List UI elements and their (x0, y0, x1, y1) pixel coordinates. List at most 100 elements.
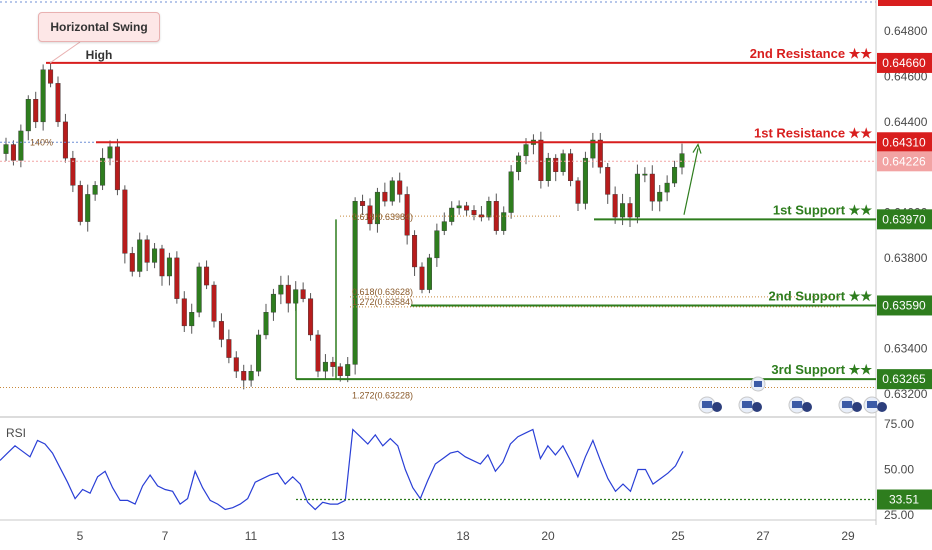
price-axis-tick: 0.64800 (884, 24, 928, 38)
candle (434, 223, 440, 267)
candle-body (590, 139, 596, 159)
candle-body (241, 371, 247, 381)
candle-body (293, 289, 299, 304)
price-tag-label: 0.63590 (882, 298, 926, 312)
swing-high-callout: Horizontal Swing High (38, 12, 160, 62)
event-flag-icon (752, 402, 762, 412)
candle-body (501, 212, 507, 231)
candle-body (464, 205, 470, 211)
candle-body (322, 361, 328, 372)
rsi-axis-tick: 75.00 (884, 417, 914, 431)
price-axis-tick: 0.63800 (884, 251, 928, 265)
candle (486, 196, 492, 221)
candle-body (152, 248, 158, 263)
candle-body (40, 69, 46, 123)
candle (92, 181, 98, 201)
candle (404, 186, 410, 245)
event-flag-icon (877, 402, 887, 412)
price-tag (877, 369, 932, 390)
event-flag-icon (702, 401, 712, 408)
rsi-line (0, 428, 684, 511)
event-flag-icon (852, 402, 862, 412)
candle-body (620, 203, 626, 218)
event-flag-icon (754, 381, 762, 387)
candle-body (672, 166, 678, 184)
candle (464, 201, 470, 217)
candle-body (270, 293, 276, 313)
candle (263, 303, 269, 340)
candle (129, 246, 135, 277)
candle-body (166, 257, 172, 277)
candle-body (263, 312, 269, 336)
candle-body (545, 157, 551, 181)
candle-body (55, 83, 61, 123)
candle-body (196, 266, 202, 313)
candle (516, 152, 522, 181)
candle-body (233, 357, 239, 372)
price-axis-tick: 0.64400 (884, 115, 928, 129)
candle (672, 160, 678, 187)
candle (627, 196, 633, 228)
candle-body (523, 144, 529, 157)
candle-body (337, 366, 343, 376)
candle (211, 281, 217, 328)
candle-body (114, 146, 120, 191)
candle-body (25, 98, 31, 132)
fib-label: 0.618(0.63984) (352, 212, 413, 222)
candle (308, 293, 314, 341)
candle (330, 356, 336, 377)
candle-body (345, 364, 351, 376)
candle (649, 165, 655, 211)
event-flag-icon (698, 396, 722, 414)
candle (226, 329, 232, 364)
callout-pointer (49, 41, 81, 64)
candle (248, 364, 254, 387)
candle-body (367, 205, 373, 225)
candle-body (449, 207, 455, 222)
candle-body (508, 171, 514, 213)
candle-body (352, 200, 358, 365)
time-axis-tick: 5 (77, 529, 84, 543)
candle (568, 148, 574, 187)
candle-body (597, 139, 603, 168)
candle-body (412, 234, 418, 268)
candle (553, 154, 559, 182)
candle (441, 212, 447, 236)
event-flag-icon (742, 401, 752, 408)
candle-body (434, 230, 440, 259)
price-tag-label: 0.63265 (882, 372, 926, 386)
candle (25, 95, 31, 141)
candle-body (664, 182, 670, 193)
candle-body (419, 266, 425, 290)
candle-body (315, 334, 321, 372)
candle (419, 262, 425, 294)
candle-body (456, 205, 462, 209)
candle-body (122, 189, 128, 254)
candle-body (308, 298, 314, 336)
candle (397, 172, 403, 203)
candle (449, 201, 455, 226)
candle-body (330, 361, 336, 367)
candle-body (100, 157, 106, 186)
candle (590, 132, 596, 168)
candle-body (657, 191, 663, 202)
candle-body (181, 298, 187, 327)
candle-body (10, 144, 16, 161)
level-label: 2nd Support ★★ (769, 288, 873, 303)
candle-body (137, 239, 143, 272)
fib-label: 0.618(0.63628) (352, 287, 413, 297)
candle-body (189, 312, 195, 327)
candle (664, 175, 670, 202)
time-axis-tick: 7 (162, 529, 169, 543)
event-flag-icon (867, 401, 877, 408)
candle-body (174, 257, 180, 299)
candle (18, 124, 24, 168)
candle (114, 138, 120, 196)
projection-arrow (683, 148, 699, 215)
candle-body (211, 284, 217, 322)
candle (471, 205, 477, 221)
candle-body (642, 173, 648, 176)
candle (382, 182, 388, 207)
candle-body (471, 210, 477, 215)
